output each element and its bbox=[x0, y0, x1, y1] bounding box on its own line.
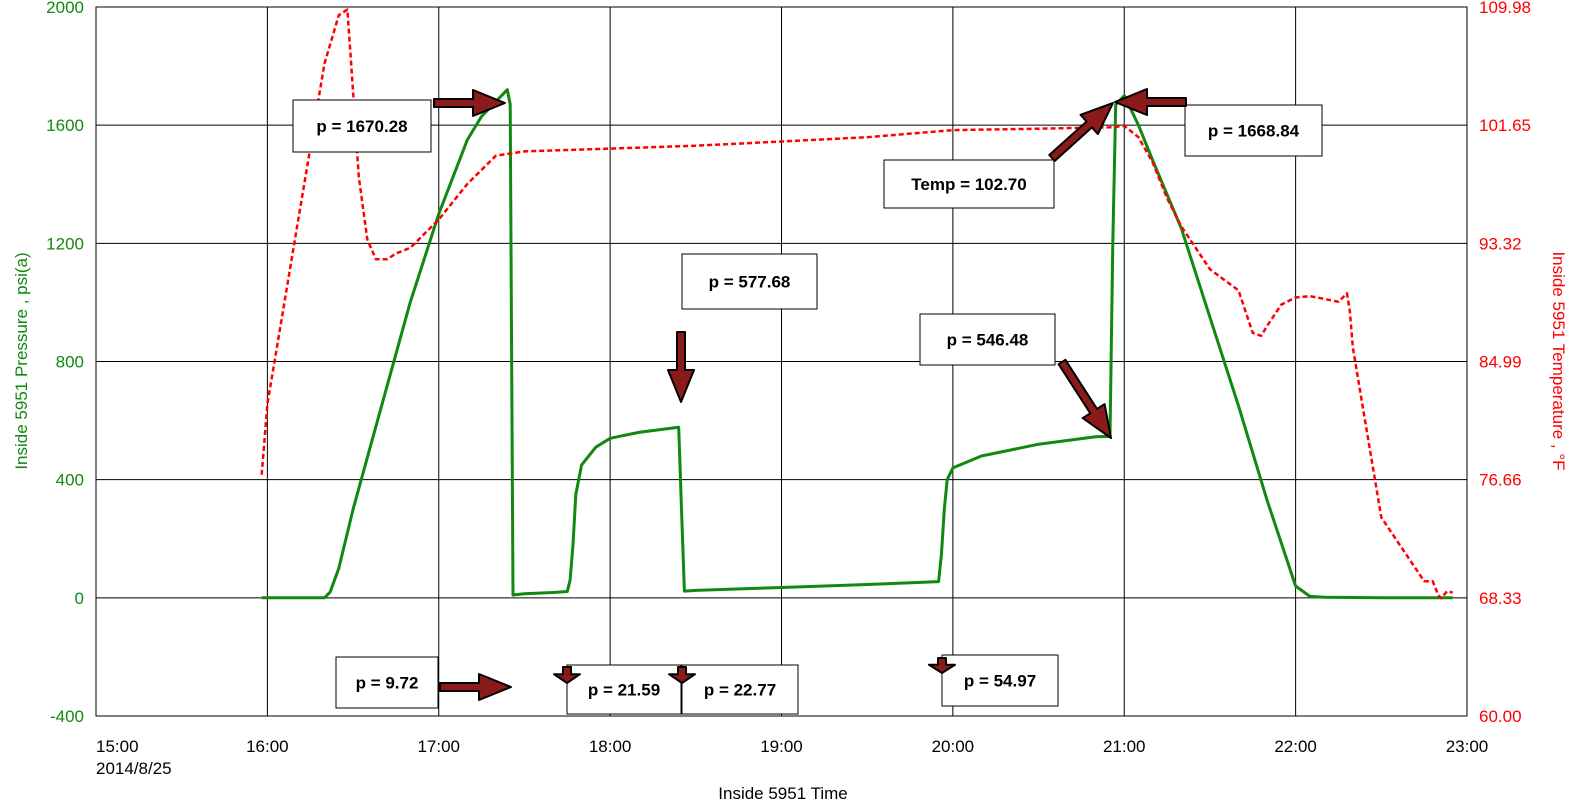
right-axis-ticks: 60.00 68.33 76.66 84.99 93.32 101.65 109.98 bbox=[1479, 0, 1531, 726]
left-axis-ticks: -400 0 400 800 1200 1600 2000 bbox=[46, 0, 84, 726]
callout-box bbox=[292, 99, 432, 153]
callout: p = 1670.28 bbox=[292, 99, 432, 153]
callout-label: p = 22.77 bbox=[704, 681, 776, 700]
callout-label: p = 54.97 bbox=[964, 672, 1036, 691]
x-tick-label: 23:00 bbox=[1446, 737, 1489, 756]
callout: p = 22.77 bbox=[681, 664, 799, 715]
x-tick-label: 20:00 bbox=[932, 737, 975, 756]
right-tick-label: 68.33 bbox=[1479, 589, 1522, 608]
x-tick-label: 22:00 bbox=[1274, 737, 1317, 756]
right-tick-label: 84.99 bbox=[1479, 353, 1522, 372]
callout-label: p = 1668.84 bbox=[1208, 122, 1300, 141]
x-axis-title: Inside 5951 Time bbox=[718, 784, 847, 803]
callout: p = 54.97 bbox=[941, 654, 1059, 707]
callout: Temp = 102.70 bbox=[883, 159, 1055, 209]
callout: p = 21.59 bbox=[566, 664, 682, 715]
callout-box bbox=[335, 656, 439, 709]
x-tick-label: 18:00 bbox=[589, 737, 632, 756]
callout-box bbox=[566, 664, 682, 715]
series-layer bbox=[260, 8, 1453, 600]
plot-frame bbox=[95, 6, 1468, 717]
callout-box bbox=[919, 313, 1056, 366]
callout-label: p = 577.68 bbox=[709, 273, 791, 292]
callout-box bbox=[681, 253, 818, 310]
callout-label: p = 9.72 bbox=[356, 674, 419, 693]
callout-arrow bbox=[667, 331, 695, 403]
right-axis-title: Inside 5951 Temperature , °F bbox=[1549, 251, 1568, 470]
callout-arrow bbox=[1057, 358, 1112, 439]
x-axis-ticks: 15:00 16:00 17:00 18:00 19:00 20:00 21:00 22:00… bbox=[96, 737, 1488, 756]
annotation-layer: p = 1670.28 p = 9.72 p = 21.59 p = 577.68 p … bbox=[292, 88, 1323, 715]
callout-arrow bbox=[433, 89, 506, 117]
pressure-series-line bbox=[261, 88, 1453, 600]
callout-label: p = 546.48 bbox=[947, 331, 1029, 350]
callout-label: Temp = 102.70 bbox=[911, 175, 1026, 194]
x-tick-label: 15:00 bbox=[96, 737, 139, 756]
right-tick-label: 101.65 bbox=[1479, 116, 1531, 135]
left-tick-label: 0 bbox=[75, 589, 84, 608]
left-tick-label: 1600 bbox=[46, 116, 84, 135]
right-tick-label: 76.66 bbox=[1479, 471, 1522, 490]
left-tick-label: -400 bbox=[50, 707, 84, 726]
right-tick-label: 109.98 bbox=[1479, 0, 1531, 17]
callout-box bbox=[941, 654, 1059, 707]
callout-label: p = 21.59 bbox=[588, 681, 660, 700]
right-tick-label: 93.32 bbox=[1479, 234, 1522, 253]
left-tick-label: 800 bbox=[56, 353, 84, 372]
callout-arrow bbox=[553, 666, 581, 684]
callout-box bbox=[1184, 104, 1323, 157]
left-tick-label: 2000 bbox=[46, 0, 84, 17]
x-first-tick-sublabel: 2014/8/25 bbox=[96, 759, 172, 778]
callout-arrow bbox=[1048, 102, 1114, 162]
left-axis-title: Inside 5951 Pressure , psi(a) bbox=[12, 252, 31, 469]
callout-arrow bbox=[928, 657, 956, 674]
arrow-layer bbox=[433, 88, 1187, 701]
x-tick-label: 19:00 bbox=[760, 737, 803, 756]
callout: p = 1668.84 bbox=[1184, 104, 1323, 157]
callout: p = 546.48 bbox=[919, 313, 1056, 366]
temperature-series-line bbox=[260, 8, 1453, 600]
x-tick-label: 17:00 bbox=[417, 737, 460, 756]
callout-label: p = 1670.28 bbox=[316, 117, 407, 136]
right-tick-label: 60.00 bbox=[1479, 707, 1522, 726]
callout-box bbox=[681, 664, 799, 715]
x-tick-label: 16:00 bbox=[246, 737, 289, 756]
x-tick-label: 21:00 bbox=[1103, 737, 1146, 756]
callout-arrow bbox=[1114, 88, 1187, 116]
callout-box bbox=[883, 159, 1055, 209]
callout-arrow bbox=[439, 673, 512, 701]
callout: p = 9.72 bbox=[335, 656, 439, 709]
left-tick-label: 1200 bbox=[46, 234, 84, 253]
callout-arrow bbox=[668, 666, 696, 684]
callout: p = 577.68 bbox=[681, 253, 818, 310]
left-tick-label: 400 bbox=[56, 471, 84, 490]
